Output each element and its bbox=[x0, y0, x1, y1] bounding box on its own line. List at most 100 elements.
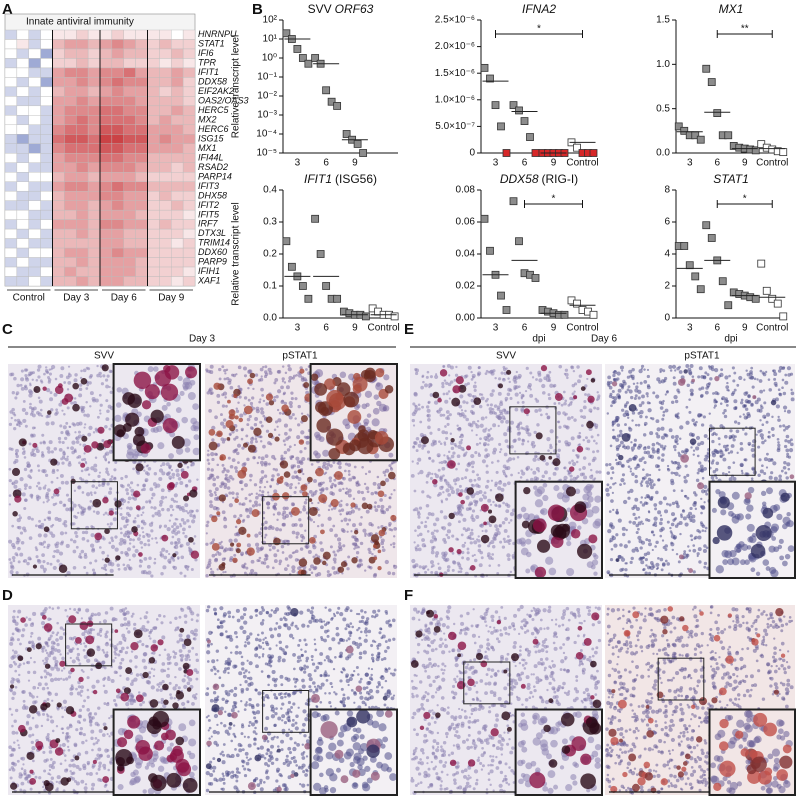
heatmap-cell bbox=[29, 201, 41, 210]
nucleus bbox=[70, 401, 73, 404]
nucleus bbox=[36, 696, 38, 698]
stain bbox=[300, 484, 307, 491]
heatmap-cell bbox=[112, 239, 124, 248]
nucleus bbox=[16, 571, 19, 574]
panel-letter: B bbox=[252, 1, 263, 18]
data-point bbox=[391, 313, 398, 320]
nucleus bbox=[11, 713, 13, 715]
nucleus bbox=[95, 737, 98, 740]
nucleus bbox=[209, 500, 212, 503]
heatmap-cell bbox=[183, 277, 195, 286]
stain bbox=[57, 702, 62, 707]
nucleus bbox=[23, 507, 26, 510]
nucleus bbox=[69, 637, 72, 640]
sig-label: * bbox=[537, 24, 541, 35]
nucleus bbox=[229, 434, 231, 436]
stain bbox=[253, 428, 261, 436]
data-point bbox=[763, 287, 770, 294]
nucleus bbox=[358, 508, 361, 511]
heatmap-cell bbox=[76, 77, 88, 86]
nucleus bbox=[393, 565, 395, 567]
nucleus bbox=[257, 462, 259, 464]
heatmap-cell bbox=[29, 258, 41, 267]
title-part: SVV bbox=[308, 2, 332, 16]
nucleus bbox=[103, 567, 106, 570]
nucleus bbox=[153, 626, 157, 630]
heatmap-cell bbox=[124, 267, 136, 276]
nucleus bbox=[366, 617, 369, 620]
nucleus bbox=[294, 523, 298, 527]
nucleus bbox=[55, 693, 58, 696]
nucleus bbox=[116, 402, 122, 408]
heatmap-cell bbox=[5, 49, 17, 58]
heatmap-cell bbox=[29, 49, 41, 58]
nucleus bbox=[319, 541, 322, 544]
stain bbox=[187, 687, 192, 692]
nucleus bbox=[120, 527, 123, 530]
heatmap-cell bbox=[29, 277, 41, 286]
nucleus bbox=[31, 518, 34, 521]
nucleus bbox=[15, 731, 18, 734]
nucleus bbox=[99, 546, 102, 549]
nucleus bbox=[45, 474, 48, 477]
heatmap-cell bbox=[159, 125, 171, 134]
nucleus bbox=[236, 410, 239, 413]
nucleus bbox=[368, 470, 371, 473]
nucleus bbox=[348, 511, 352, 515]
heatmap-cell bbox=[136, 258, 148, 267]
heatmap-cell bbox=[148, 125, 160, 134]
nucleus bbox=[362, 529, 366, 533]
heatmap-cell bbox=[136, 220, 148, 229]
nucleus bbox=[65, 422, 68, 425]
nucleus bbox=[126, 646, 129, 649]
nucleus bbox=[176, 518, 178, 520]
nucleus bbox=[151, 685, 155, 689]
data-point bbox=[719, 278, 726, 285]
nucleus bbox=[269, 371, 273, 375]
stain bbox=[326, 428, 343, 445]
nucleus bbox=[84, 427, 86, 429]
nucleus bbox=[90, 525, 93, 528]
nucleus bbox=[237, 444, 241, 448]
nucleus bbox=[291, 475, 295, 479]
nucleus bbox=[305, 546, 308, 549]
nucleus bbox=[194, 535, 197, 538]
stain bbox=[326, 390, 343, 407]
nucleus bbox=[30, 413, 33, 416]
nucleus bbox=[37, 375, 40, 378]
nucleus bbox=[364, 422, 368, 426]
nucleus bbox=[379, 404, 387, 412]
nucleus bbox=[110, 607, 114, 611]
stain bbox=[354, 530, 358, 534]
heatmap-cell bbox=[148, 115, 160, 124]
stain bbox=[334, 471, 343, 480]
nucleus bbox=[98, 768, 101, 771]
nucleus bbox=[131, 679, 134, 682]
nucleus bbox=[249, 415, 252, 418]
nucleus bbox=[325, 487, 328, 490]
nucleus bbox=[160, 551, 163, 554]
heatmap-cell bbox=[124, 125, 136, 134]
heatmap-cell bbox=[112, 182, 124, 191]
nucleus bbox=[83, 766, 87, 770]
nucleus bbox=[79, 477, 82, 480]
nucleus bbox=[19, 643, 22, 646]
heatmap-cell bbox=[41, 277, 53, 286]
heatmap-cell bbox=[5, 96, 17, 105]
heatmap-cell bbox=[41, 220, 53, 229]
nucleus bbox=[174, 541, 177, 544]
nucleus bbox=[224, 378, 227, 381]
nucleus bbox=[320, 548, 324, 552]
nucleus bbox=[340, 372, 346, 378]
nucleus bbox=[32, 760, 35, 763]
heatmap-cell bbox=[183, 68, 195, 77]
stain bbox=[85, 635, 94, 644]
nucleus bbox=[390, 493, 392, 495]
stain bbox=[66, 706, 74, 714]
nucleus bbox=[51, 777, 54, 780]
nucleus bbox=[178, 376, 183, 381]
nucleus bbox=[44, 675, 47, 678]
nucleus bbox=[329, 464, 333, 468]
nucleus bbox=[360, 516, 363, 519]
nucleus bbox=[15, 709, 18, 712]
